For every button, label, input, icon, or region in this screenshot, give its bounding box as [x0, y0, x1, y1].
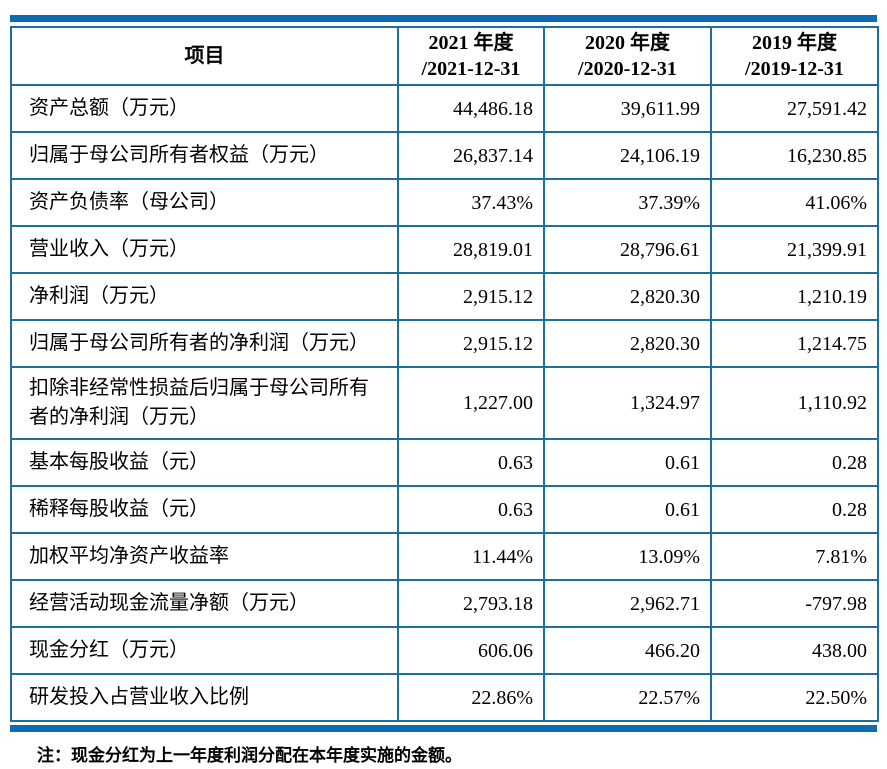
value-2019: 41.06% — [710, 178, 879, 227]
column-header-item: 项目 — [10, 26, 399, 86]
value-2020: 13.09% — [543, 532, 712, 581]
financial-indicators-table: 项目 2021 年度 /2021-12-31 2020 年度 /2020-12-… — [10, 26, 879, 722]
column-header-2021: 2021 年度 /2021-12-31 — [397, 26, 545, 86]
period-2019-line1: 2019 年度 — [752, 32, 837, 54]
row-label: 资产负债率（母公司） — [10, 178, 399, 227]
value-2020: 466.20 — [543, 626, 712, 675]
row-label: 净利润（万元） — [10, 272, 399, 321]
row-label: 现金分红（万元） — [10, 626, 399, 675]
table-row-operating-cash-flow: 经营活动现金流量净额（万元） 2,793.18 2,962.71 -797.98 — [10, 579, 879, 628]
table-row-debt-ratio: 资产负债率（母公司） 37.43% 37.39% 41.06% — [10, 178, 879, 227]
table-row-parent-net-profit: 归属于母公司所有者的净利润（万元） 2,915.12 2,820.30 1,21… — [10, 319, 879, 368]
table-row-parent-equity: 归属于母公司所有者权益（万元） 26,837.14 24,106.19 16,2… — [10, 131, 879, 180]
period-2020-line2: /2020-12-31 — [578, 58, 677, 80]
value-2020: 0.61 — [543, 485, 712, 534]
row-label: 归属于母公司所有者权益（万元） — [10, 131, 399, 180]
table-row-total-assets: 资产总额（万元） 44,486.18 39,611.99 27,591.42 — [10, 84, 879, 133]
value-2021: 37.43% — [397, 178, 545, 227]
value-2021: 2,915.12 — [397, 319, 545, 368]
table-row-revenue: 营业收入（万元） 28,819.01 28,796.61 21,399.91 — [10, 225, 879, 274]
value-2019: 7.81% — [710, 532, 879, 581]
value-2021: 26,837.14 — [397, 131, 545, 180]
period-2021-line2: /2021-12-31 — [421, 58, 521, 80]
value-2019: 1,214.75 — [710, 319, 879, 368]
table-row-diluted-eps: 稀释每股收益（元） 0.63 0.61 0.28 — [10, 485, 879, 534]
value-2019: 438.00 — [710, 626, 879, 675]
value-2021: 44,486.18 — [397, 84, 545, 133]
document-page: 项目 2021 年度 /2021-12-31 2020 年度 /2020-12-… — [10, 15, 879, 766]
row-label: 加权平均净资产收益率 — [10, 532, 399, 581]
table-row-net-profit: 净利润（万元） 2,915.12 2,820.30 1,210.19 — [10, 272, 879, 321]
column-header-item-label: 项目 — [184, 45, 225, 67]
value-2021: 606.06 — [397, 626, 545, 675]
value-2020: 2,820.30 — [543, 272, 712, 321]
value-2019: 0.28 — [710, 438, 879, 487]
value-2020: 37.39% — [543, 178, 712, 227]
value-2021: 0.63 — [397, 438, 545, 487]
value-2019: 16,230.85 — [710, 131, 879, 180]
row-label: 资产总额（万元） — [10, 84, 399, 133]
value-2020: 28,796.61 — [543, 225, 712, 274]
row-label: 基本每股收益（元） — [10, 438, 399, 487]
column-header-2020: 2020 年度 /2020-12-31 — [543, 26, 712, 86]
value-2021: 2,793.18 — [397, 579, 545, 628]
value-2019: 0.28 — [710, 485, 879, 534]
value-2020: 39,611.99 — [543, 84, 712, 133]
table-row-deducted-net-profit: 扣除非经常性损益后归属于母公司所有者的净利润（万元） 1,227.00 1,32… — [10, 366, 879, 440]
table-row-rd-ratio: 研发投入占营业收入比例 22.86% 22.57% 22.50% — [10, 673, 879, 722]
value-2021: 1,227.00 — [397, 366, 545, 440]
table-row-basic-eps: 基本每股收益（元） 0.63 0.61 0.28 — [10, 438, 879, 487]
row-label: 稀释每股收益（元） — [10, 485, 399, 534]
value-2020: 2,820.30 — [543, 319, 712, 368]
table-row-weighted-roe: 加权平均净资产收益率 11.44% 13.09% 7.81% — [10, 532, 879, 581]
value-2021: 28,819.01 — [397, 225, 545, 274]
row-label: 归属于母公司所有者的净利润（万元） — [10, 319, 399, 368]
bottom-divider-bar — [10, 725, 877, 732]
value-2020: 0.61 — [543, 438, 712, 487]
value-2019: 1,210.19 — [710, 272, 879, 321]
row-label: 扣除非经常性损益后归属于母公司所有者的净利润（万元） — [10, 366, 399, 440]
value-2020: 1,324.97 — [543, 366, 712, 440]
period-2021-line1: 2021 年度 — [428, 32, 514, 54]
table-row-cash-dividend: 现金分红（万元） 606.06 466.20 438.00 — [10, 626, 879, 675]
value-2019: 27,591.42 — [710, 84, 879, 133]
period-2019-line2: /2019-12-31 — [745, 58, 844, 80]
value-2019: 21,399.91 — [710, 225, 879, 274]
row-label: 研发投入占营业收入比例 — [10, 673, 399, 722]
top-divider-bar — [10, 15, 877, 22]
value-2019: -797.98 — [710, 579, 879, 628]
value-2021: 22.86% — [397, 673, 545, 722]
value-2021: 0.63 — [397, 485, 545, 534]
footnote: 注：现金分红为上一年度利润分配在本年度实施的金额。 — [37, 746, 462, 765]
period-2020-line1: 2020 年度 — [585, 32, 670, 54]
value-2021: 2,915.12 — [397, 272, 545, 321]
value-2020: 2,962.71 — [543, 579, 712, 628]
value-2020: 22.57% — [543, 673, 712, 722]
table-header-row: 项目 2021 年度 /2021-12-31 2020 年度 /2020-12-… — [10, 26, 879, 86]
row-label: 营业收入（万元） — [10, 225, 399, 274]
value-2020: 24,106.19 — [543, 131, 712, 180]
column-header-2019: 2019 年度 /2019-12-31 — [710, 26, 879, 86]
value-2019: 1,110.92 — [710, 366, 879, 440]
value-2021: 11.44% — [397, 532, 545, 581]
row-label: 经营活动现金流量净额（万元） — [10, 579, 399, 628]
value-2019: 22.50% — [710, 673, 879, 722]
